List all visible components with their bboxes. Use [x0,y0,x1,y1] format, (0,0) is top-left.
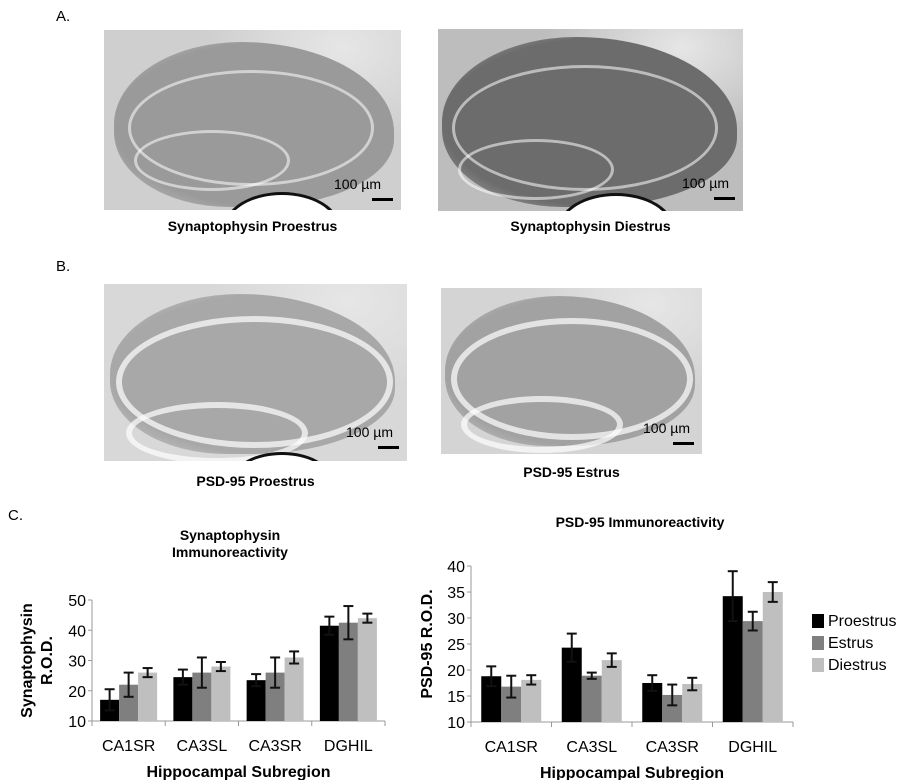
bar-diestrus [138,672,158,721]
panel-label-a: A. [56,8,71,25]
bar-estrus [662,694,683,722]
bar-proestrus [173,677,193,721]
x-tick-label: CA3SL [177,738,228,755]
bar-proestrus [561,647,582,722]
y-tick-label: 15 [447,689,465,706]
psd95-bar-chart: 10 15 20 25 30 35 40 CA1SR CA3SL CA3SR DGHIL Hippoc… [419,559,896,780]
x-tick-label: DGHIL [324,738,373,755]
synaptophysin-bar-chart: 10 20 30 40 50 CA1SR CA3SL CA3SR DGHIL Hippocampa… [19,593,386,780]
dentate-layer [134,130,290,191]
micrograph-psd95-proestrus: 100 µm [104,284,407,461]
x-tick-label: CA3SL [566,739,617,756]
bar-proestrus [642,683,663,722]
y-tick-label: 10 [447,715,465,732]
y-tick-label: 40 [68,623,86,640]
y-tick-label: 35 [447,585,465,602]
caption-psd95-estrus: PSD-95 Estrus [523,464,620,480]
y-tick-label: 20 [68,684,86,701]
bar-proestrus [481,676,502,722]
y-tick-label: 50 [68,593,86,610]
bar-proestrus [722,596,743,722]
scale-label: 100 µm [346,424,393,440]
scale-bar [714,197,735,200]
chart-title-synaptophysin: Synaptophysin Immunoreactivity [110,527,350,561]
bar-estrus [119,684,139,721]
chart-title-line-1: Synaptophysin [179,527,281,543]
dentate-layer [458,139,614,200]
chart-title-line-2: Immunoreactivity [172,544,288,560]
y-tick-label: 20 [447,663,465,680]
legend-label-diestrus: Diestrus [828,657,887,674]
legend-swatch-estrus [812,636,824,650]
bar-diestrus [762,592,783,722]
micrograph-psd95-estrus: 100 µm [441,288,702,454]
x-axis-title: Hippocampal Subregion [540,765,724,780]
caption-psd95-proestrus: PSD-95 Proestrus [196,473,315,489]
bar-estrus [501,686,522,722]
y-axis-title: Synaptophysin [19,603,36,718]
x-tick-label: CA1SR [102,738,155,755]
y-tick-label: 25 [447,637,465,654]
x-tick-label: CA3SR [646,739,699,756]
scale-bar [378,446,399,449]
y-axis-title: R.O.D. [39,636,56,685]
bar-estrus [338,622,358,721]
bar-estrus [192,672,212,721]
dentate-layer [461,396,623,453]
y-tick-label: 30 [68,654,86,671]
bar-diestrus [521,679,542,722]
micrograph-synaptophysin-diestrus: 100 µm [438,29,743,211]
y-tick-label: 30 [447,611,465,628]
legend-label-proestrus: Proestrus [828,613,896,630]
scale-label: 100 µm [334,176,381,192]
bar-diestrus [211,666,231,721]
caption-synaptophysin-proestrus: Synaptophysin Proestrus [167,218,338,234]
scale-label: 100 µm [643,420,690,436]
y-tick-label: 40 [447,559,465,576]
x-tick-label: CA1SR [485,739,538,756]
micrograph-synaptophysin-proestrus: 100 µm [104,30,401,210]
bar-diestrus [682,684,703,722]
bar-diestrus [357,618,377,721]
scale-bar [673,442,694,445]
bar-estrus [581,675,602,722]
bar-proestrus [246,680,266,721]
x-axis-title: Hippocampal Subregion [146,764,330,780]
y-tick-label: 10 [68,714,86,731]
bar-proestrus [319,625,339,721]
legend-swatch-diestrus [812,658,824,672]
scale-bar [372,198,393,201]
legend-label-estrus: Estrus [828,635,873,652]
bar-estrus [265,672,285,721]
x-tick-label: CA3SR [248,738,301,755]
bar-diestrus [284,657,304,721]
y-axis-title: PSD-95 R.O.D. [419,589,436,698]
bar-estrus [742,621,763,722]
panel-label-c: C. [8,507,23,524]
x-tick-label: DGHIL [728,739,777,756]
dentate-layer [126,402,308,461]
panel-label-b: B. [56,258,71,275]
chart-title-psd95: PSD-95 Immunoreactivity [555,514,725,530]
scale-label: 100 µm [682,175,729,191]
caption-synaptophysin-diestrus: Synaptophysin Diestrus [510,218,671,234]
legend-swatch-proestrus [812,614,824,628]
bar-diestrus [601,660,622,722]
